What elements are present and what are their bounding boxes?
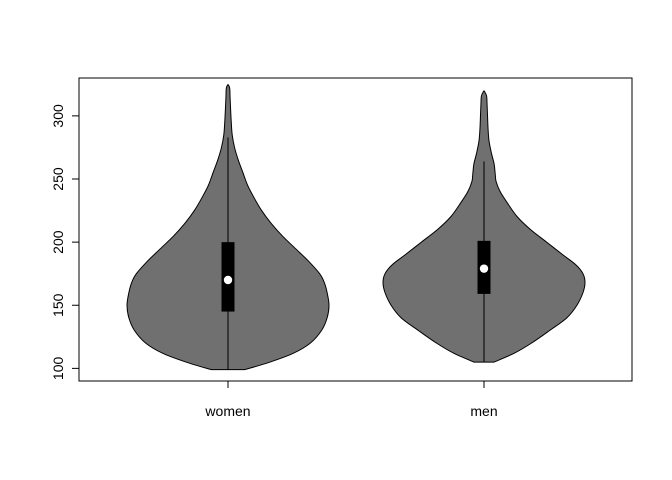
boxes-group	[221, 137, 491, 370]
y-tick-label-200: 200	[50, 230, 66, 254]
y-axis: 100 150 200 250 300	[50, 104, 80, 380]
x-tick-label-women: women	[204, 403, 250, 419]
violins-group	[126, 84, 586, 371]
y-tick-label-300: 300	[50, 104, 66, 128]
median-men	[479, 264, 489, 273]
x-tick-label-men: men	[470, 403, 497, 419]
y-tick-label-150: 150	[50, 293, 66, 317]
median-women	[223, 275, 233, 285]
y-tick-label-250: 250	[50, 167, 66, 191]
y-tick-label-100: 100	[50, 356, 66, 380]
x-axis: women men	[204, 381, 498, 419]
